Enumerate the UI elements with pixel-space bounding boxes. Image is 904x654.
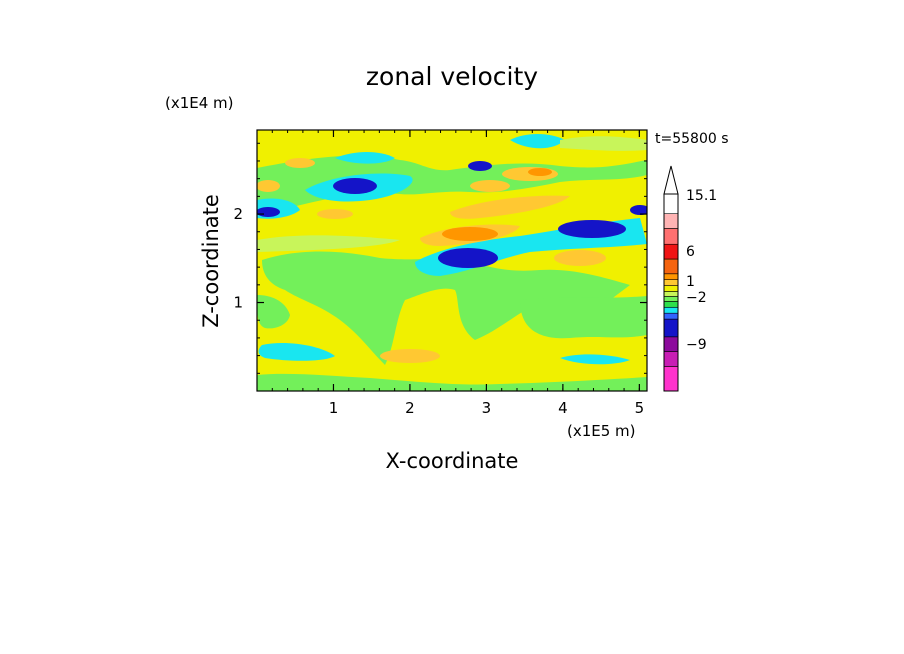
green-region-center <box>262 251 630 365</box>
lightgreen-streak-1 <box>257 235 400 252</box>
colorbar-frame <box>663 193 679 392</box>
colorbar-bin <box>663 273 679 280</box>
lightgreen-streak-2 <box>560 136 647 151</box>
x-tick-label: 3 <box>482 399 492 417</box>
colorbar-label: −2 <box>686 290 707 306</box>
x-axis-label: X-coordinate <box>386 449 519 473</box>
blue-core-6 <box>630 205 647 215</box>
colorbar-bin <box>663 228 679 245</box>
colorbar-bin <box>663 213 679 229</box>
cyan-patch-top-left <box>335 152 395 164</box>
time-label: t=55800 s <box>655 131 729 147</box>
y-scale-label: (x1E4 m) <box>165 94 234 112</box>
y-axis-label: Z-coordinate <box>199 194 223 328</box>
blue-core-5 <box>257 207 280 217</box>
plot-frame <box>256 129 648 392</box>
x-tick-label: 1 <box>329 399 339 417</box>
colorbar-bin <box>663 279 679 286</box>
y-tick-label: 1 <box>233 294 243 312</box>
colorbar-bin <box>663 296 679 302</box>
colorbar-label: 1 <box>686 274 695 290</box>
colorbar-arrow <box>663 165 679 195</box>
colorbar: 15.1 6 1−2 −9 <box>663 165 717 392</box>
orange-core-5 <box>554 250 606 266</box>
colorbar-bin <box>663 306 679 314</box>
blue-core-4 <box>558 220 626 238</box>
green-band-right <box>520 296 647 339</box>
orange-core-3 <box>528 168 552 176</box>
orange-core-6 <box>257 180 280 192</box>
colorbar-bin <box>663 351 679 367</box>
orange-core-8 <box>380 349 440 363</box>
contour-field <box>257 130 647 391</box>
cyan-patch-bottom-right <box>560 354 630 365</box>
green-band-bottom <box>257 373 647 391</box>
colorbar-bin <box>663 243 679 260</box>
colorbar-bin <box>663 291 679 297</box>
cyan-patch-bottom-left <box>258 343 335 361</box>
orange-core-9 <box>285 158 315 168</box>
x-tick-label: 4 <box>558 399 568 417</box>
colorbar-bin <box>663 301 679 308</box>
x-tick-label: 2 <box>405 399 415 417</box>
y-tick-label: 2 <box>233 205 243 223</box>
blue-core-1 <box>333 178 377 194</box>
x-scale-label: (x1E5 m) <box>567 422 636 440</box>
blue-core-2 <box>468 161 492 171</box>
colorbar-label: 15.1 <box>686 188 717 204</box>
colorbar-bin <box>663 366 679 392</box>
colorbar-label: 6 <box>686 244 695 260</box>
colorbar-label: −9 <box>686 337 707 353</box>
colorbar-bin <box>663 336 679 352</box>
orange-core-4 <box>470 180 510 192</box>
cyan-patch-top <box>510 134 565 149</box>
orange-band-2 <box>450 195 570 219</box>
orange-core-7 <box>317 209 353 219</box>
axis-ticks: 1 2 3 4 5 1 2 <box>233 130 647 417</box>
colorbar-bin <box>663 312 679 320</box>
green-region-left <box>257 295 290 329</box>
orange-core-1 <box>442 227 498 241</box>
colorbar-bin <box>663 285 679 292</box>
colorbar-bin <box>663 258 679 275</box>
x-tick-label: 5 <box>635 399 645 417</box>
colorbar-bin <box>663 318 679 338</box>
chart-title: zonal velocity <box>366 62 538 91</box>
blue-core-3 <box>438 248 498 268</box>
